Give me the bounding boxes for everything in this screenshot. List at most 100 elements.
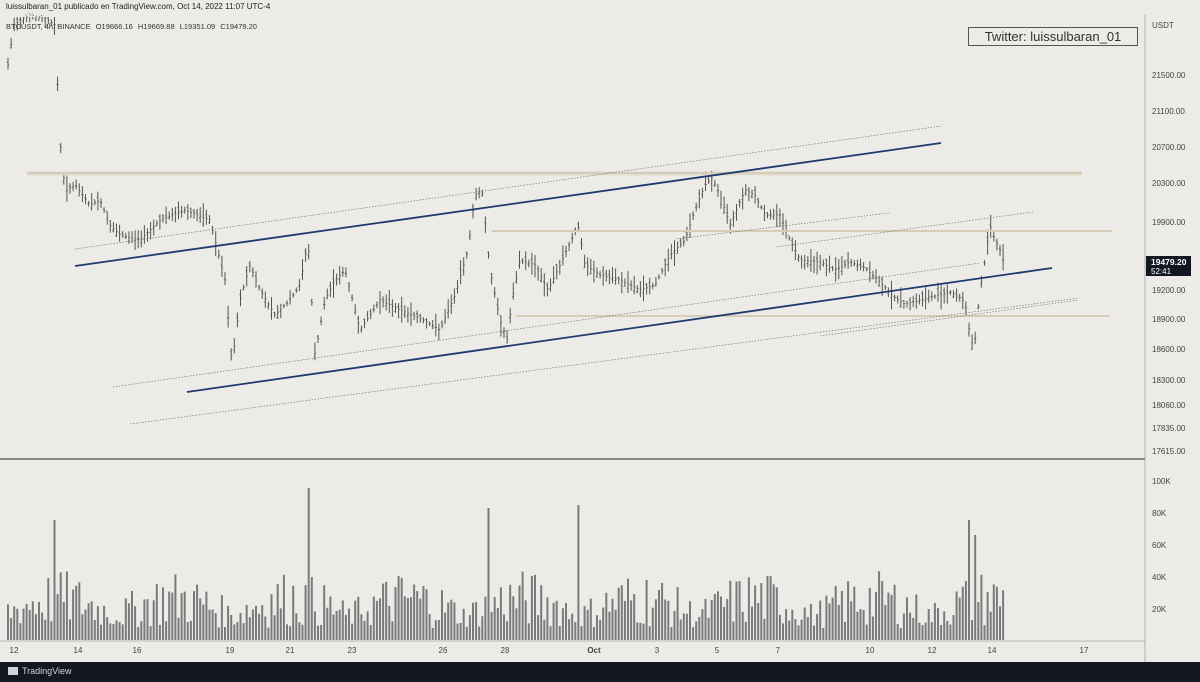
price-tick-label: 20700.00 <box>1152 143 1186 152</box>
volume-bar <box>53 520 56 640</box>
volume-bar <box>918 622 921 640</box>
volume-bar <box>726 599 729 640</box>
volume-bar <box>602 607 605 640</box>
volume-bar <box>434 620 437 640</box>
volume-bar <box>772 584 775 640</box>
volume-bar <box>806 616 809 640</box>
price-chart[interactable]: USDT 21500.00 21100.00 20700.00 20300.00 199… <box>0 0 1200 662</box>
open-value: O19666.16 <box>95 22 133 31</box>
volume-bar <box>121 624 124 640</box>
volume-bar <box>484 596 487 640</box>
volume-bar <box>862 609 865 640</box>
volume-bar <box>255 605 257 640</box>
volume-bar <box>304 585 307 640</box>
volume-bar <box>933 602 936 640</box>
volume-bar <box>515 608 518 640</box>
volume-bar <box>357 596 360 640</box>
volume-bar <box>149 626 152 640</box>
close-value: C19479.20 <box>220 22 257 31</box>
volume-bar <box>137 626 140 640</box>
volume-bar <box>574 622 577 640</box>
candle-bars <box>6 12 1005 361</box>
tradingview-icon <box>8 667 18 675</box>
volume-bar <box>31 601 34 640</box>
volume-bar <box>614 609 617 640</box>
volume-bar <box>840 590 843 640</box>
symbol-label[interactable]: BTCUSDT, 4h, BINANCE <box>6 22 91 31</box>
volume-bar <box>633 594 636 640</box>
volume-bar <box>444 612 447 640</box>
volume-bar <box>977 601 980 640</box>
volume-bar <box>713 594 716 640</box>
volume-bar <box>723 606 726 640</box>
volume-bar <box>837 605 840 640</box>
volume-bar <box>859 608 862 640</box>
time-tick-label: 12 <box>928 646 937 655</box>
volume-bar <box>729 580 732 640</box>
volume-bar <box>927 608 930 640</box>
volume-bar <box>881 581 884 640</box>
volume-bar <box>62 602 65 640</box>
low-value: L19351.09 <box>179 22 216 31</box>
volume-bar <box>782 623 784 640</box>
volume-bar <box>341 600 344 640</box>
volume-bar <box>19 623 22 640</box>
subchannel-mid-line[interactable] <box>775 211 1034 248</box>
channel-inner-parallel-line[interactable] <box>112 262 981 388</box>
volume-bar <box>28 610 31 640</box>
volume-bar <box>871 616 874 640</box>
volume-bar <box>521 571 524 640</box>
volume-bar <box>155 584 158 640</box>
volume-bar <box>1002 590 1005 640</box>
volume-bar <box>565 603 567 640</box>
volume-bar <box>788 620 791 640</box>
volume-bar <box>642 623 645 640</box>
volume-bar <box>902 613 905 640</box>
volume-bar <box>251 609 254 640</box>
volume-bar <box>887 592 890 640</box>
volume-bar <box>803 607 806 640</box>
tradingview-logo[interactable]: TradingView <box>8 666 72 676</box>
volume-bar <box>658 589 660 640</box>
brand-label: TradingView <box>22 666 72 676</box>
volume-bar <box>561 608 564 640</box>
volume-bar <box>899 627 902 640</box>
volume-bar <box>326 607 329 640</box>
volume-bar <box>670 627 673 640</box>
volume-bar <box>940 624 943 640</box>
price-tick-label: 21100.00 <box>1152 107 1185 116</box>
volume-bar <box>109 623 112 640</box>
volume-bar <box>949 624 952 640</box>
volume-bar <box>183 591 186 640</box>
volume-bar <box>785 609 788 640</box>
volume-bar <box>90 601 93 640</box>
volume-bar <box>853 586 856 640</box>
volume-bar <box>295 613 298 640</box>
channel-lower-trendline[interactable] <box>186 267 1053 393</box>
volume-axis[interactable]: 100K 80K 60K 40K 20K <box>1152 477 1171 614</box>
volume-bar <box>450 599 453 640</box>
volume-bar <box>689 601 691 640</box>
volume-bar <box>214 613 217 640</box>
volume-bar <box>140 621 143 640</box>
drawing-lines[interactable] <box>27 125 1112 425</box>
volume-bar <box>645 579 648 640</box>
countdown-value: 52:41 <box>1151 267 1172 276</box>
volume-bar <box>351 623 354 640</box>
volume-bar <box>84 609 87 640</box>
subchannel-lower-line[interactable] <box>819 299 1079 337</box>
channel-lower-parallel-line[interactable] <box>129 297 1079 425</box>
ohlc-legend: BTCUSDT, 4h, BINANCE O19666.16 H19669.88… <box>6 22 260 31</box>
volume-bar <box>490 612 493 640</box>
volume-tick-label: 60K <box>1152 541 1167 550</box>
volume-bar <box>69 619 71 640</box>
time-tick-label: 5 <box>715 646 720 655</box>
volume-bar <box>242 623 245 640</box>
volume-bar <box>369 625 372 640</box>
volume-bar <box>825 595 828 640</box>
channel-upper-trendline[interactable] <box>74 142 942 267</box>
volume-bar <box>171 592 174 640</box>
volume-bar <box>720 596 722 640</box>
time-axis[interactable]: 12 14 16 19 21 23 26 28 Oct 3 5 7 10 12 14 17 <box>10 646 1089 655</box>
volume-bar <box>816 613 819 640</box>
